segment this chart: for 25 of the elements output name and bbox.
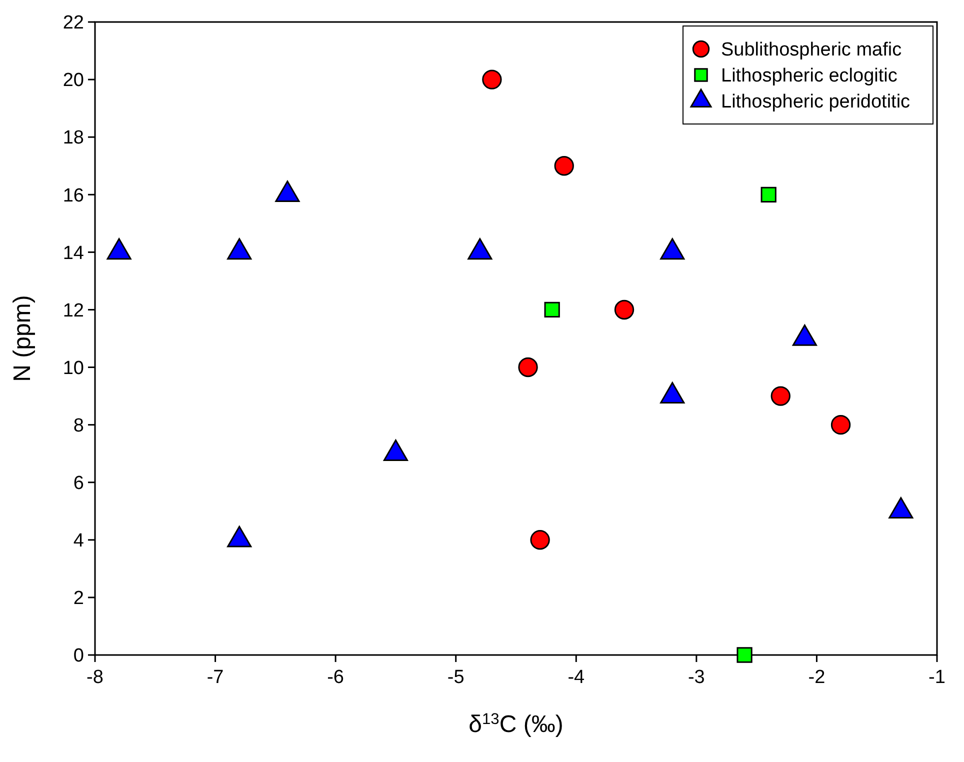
y-tick-label: 12 — [62, 300, 84, 322]
y-tick-label: 4 — [73, 530, 84, 552]
x-tick-label: -2 — [808, 667, 826, 688]
y-tick-label: 22 — [62, 12, 84, 34]
x-tick-label: -6 — [327, 667, 344, 688]
y-tick-label: 8 — [73, 415, 84, 436]
legend-label: Sublithospheric mafic — [721, 40, 902, 61]
x-tick-label: -3 — [688, 667, 705, 688]
y-tick-label: 16 — [62, 185, 84, 206]
legend-label: Lithospheric peridotitic — [721, 92, 910, 113]
y-tick-label: 18 — [62, 128, 84, 149]
y-tick-label: 6 — [73, 473, 84, 494]
y-tick-label: 20 — [62, 70, 84, 92]
y-tick-label: 14 — [62, 242, 84, 264]
y-tick-label: 0 — [73, 646, 84, 667]
x-tick-label: -7 — [206, 667, 224, 688]
legend-label: Lithospheric eclogitic — [721, 66, 898, 87]
x-axis-title: δ$^{13}$C (‰) — [468, 710, 564, 738]
x-tick-label: -5 — [447, 667, 464, 688]
x-tick-label: -4 — [568, 667, 586, 688]
y-tick-label: 2 — [73, 588, 84, 610]
x-tick-label: -1 — [928, 667, 946, 688]
y-axis-title: N (ppm) — [9, 295, 36, 382]
x-tick-label: -8 — [86, 667, 104, 688]
y-tick-label: 10 — [62, 358, 84, 379]
